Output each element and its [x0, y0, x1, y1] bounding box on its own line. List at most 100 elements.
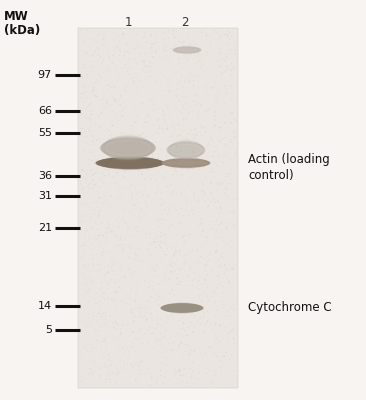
Point — [163, 294, 169, 301]
Point — [103, 237, 109, 244]
Point — [178, 340, 184, 346]
Point — [130, 181, 136, 187]
Point — [128, 243, 134, 250]
Point — [149, 41, 155, 48]
Point — [211, 196, 217, 203]
Point — [177, 367, 183, 373]
Point — [175, 258, 180, 264]
Point — [137, 327, 143, 334]
Point — [145, 153, 151, 159]
Point — [114, 370, 120, 376]
Point — [131, 233, 137, 239]
Point — [200, 354, 206, 360]
Point — [138, 208, 144, 215]
Point — [203, 268, 209, 274]
Point — [126, 266, 132, 273]
Point — [112, 48, 117, 54]
Point — [117, 140, 123, 147]
Point — [94, 137, 100, 143]
Point — [224, 51, 230, 57]
Point — [116, 221, 122, 227]
Point — [115, 272, 121, 278]
Point — [127, 64, 133, 71]
Point — [199, 194, 205, 200]
Point — [162, 206, 168, 212]
Point — [157, 217, 163, 223]
Point — [94, 78, 100, 84]
Point — [224, 54, 229, 60]
Point — [208, 178, 214, 185]
Point — [210, 380, 216, 386]
Point — [212, 360, 217, 366]
Point — [97, 302, 103, 308]
Point — [123, 123, 129, 130]
Point — [151, 300, 157, 306]
Point — [78, 27, 84, 34]
Point — [131, 269, 137, 275]
Point — [229, 287, 235, 294]
Point — [135, 132, 141, 138]
Point — [209, 190, 214, 196]
Point — [164, 354, 169, 361]
Point — [180, 371, 186, 378]
Point — [105, 280, 111, 287]
Point — [179, 205, 184, 212]
Point — [104, 101, 110, 108]
Point — [220, 290, 225, 296]
Point — [116, 97, 122, 103]
Point — [110, 354, 116, 360]
Point — [153, 234, 159, 241]
Point — [87, 43, 93, 50]
Point — [147, 68, 153, 75]
Point — [104, 152, 110, 158]
Point — [232, 168, 238, 174]
Point — [213, 234, 219, 240]
Point — [231, 368, 237, 374]
Point — [205, 184, 211, 191]
Point — [139, 358, 145, 364]
Point — [81, 134, 87, 140]
Point — [162, 252, 168, 258]
Point — [233, 196, 239, 202]
Point — [224, 86, 230, 92]
Point — [202, 249, 208, 256]
Point — [228, 382, 234, 388]
Ellipse shape — [97, 158, 163, 168]
Point — [214, 205, 220, 211]
Point — [145, 130, 150, 136]
Point — [225, 155, 231, 161]
Point — [186, 232, 191, 238]
Point — [227, 208, 233, 215]
Point — [87, 275, 93, 281]
Point — [172, 368, 178, 374]
Point — [139, 57, 145, 63]
Point — [176, 38, 182, 44]
Point — [138, 310, 143, 316]
Point — [232, 52, 238, 58]
Point — [171, 35, 177, 41]
Point — [174, 376, 180, 382]
Point — [112, 363, 117, 370]
Point — [128, 344, 134, 350]
Point — [169, 286, 175, 293]
Point — [199, 216, 205, 222]
Point — [89, 111, 94, 118]
Point — [196, 293, 202, 299]
Point — [170, 121, 176, 127]
Point — [161, 35, 167, 42]
Point — [155, 239, 161, 245]
Point — [149, 282, 155, 289]
Point — [219, 70, 225, 76]
Point — [216, 182, 222, 188]
Point — [221, 353, 227, 360]
Point — [215, 353, 221, 360]
Point — [187, 79, 193, 86]
Ellipse shape — [165, 158, 208, 168]
Point — [211, 124, 217, 130]
Point — [135, 278, 141, 285]
Point — [94, 45, 100, 51]
Point — [162, 235, 168, 241]
Point — [169, 269, 175, 275]
Point — [185, 332, 191, 339]
Point — [102, 35, 108, 41]
